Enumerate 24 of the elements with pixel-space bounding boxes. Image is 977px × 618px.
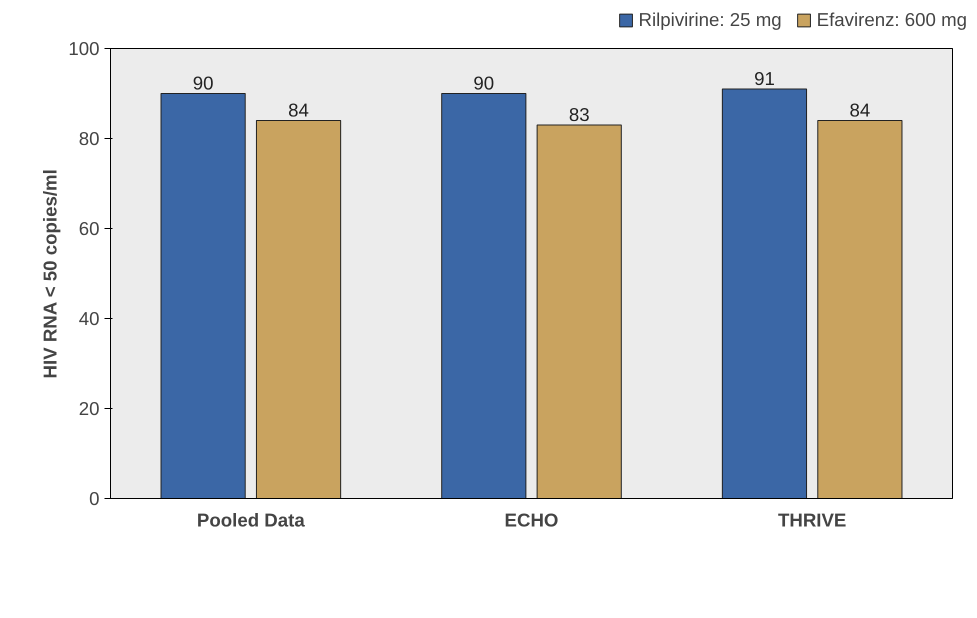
y-tick-label: 40 bbox=[78, 308, 100, 329]
x-tick-label: Pooled Data bbox=[196, 510, 306, 530]
y-tick-label: 60 bbox=[78, 218, 100, 239]
y-tick-label: 0 bbox=[89, 488, 100, 509]
y-tick-label: 100 bbox=[68, 38, 100, 59]
data-label: 84 bbox=[288, 100, 309, 120]
y-tick-label: 80 bbox=[78, 128, 100, 149]
legend-label: Rilpivirine: 25 mg bbox=[638, 9, 782, 31]
y-tick-label: 20 bbox=[78, 398, 100, 419]
data-label: 84 bbox=[850, 100, 870, 120]
bar bbox=[160, 93, 246, 498]
x-tick-label: ECHO bbox=[504, 510, 558, 530]
data-label: 90 bbox=[473, 72, 494, 94]
bar bbox=[722, 88, 808, 498]
y-axis-title: HIV RNA < 50 copies/ml bbox=[39, 169, 60, 378]
bar bbox=[441, 93, 526, 498]
data-label: 83 bbox=[568, 104, 590, 125]
data-label: 90 bbox=[192, 72, 214, 94]
data-label: 91 bbox=[754, 68, 775, 89]
bar bbox=[536, 124, 622, 498]
bar bbox=[256, 120, 342, 498]
x-tick-label: THRIVE bbox=[778, 510, 846, 530]
legend-label: Efavirenz: 600 mg bbox=[816, 9, 967, 31]
bar bbox=[817, 120, 902, 498]
